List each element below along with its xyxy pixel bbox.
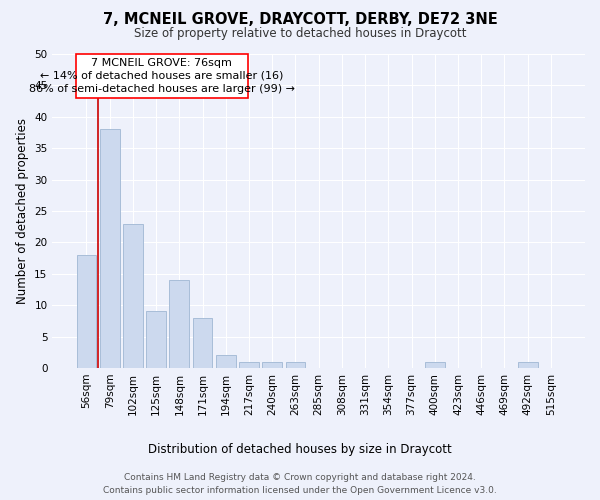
Text: ← 14% of detached houses are smaller (16): ← 14% of detached houses are smaller (16… bbox=[40, 71, 284, 81]
Bar bbox=[169, 280, 189, 368]
Text: Contains public sector information licensed under the Open Government Licence v3: Contains public sector information licen… bbox=[103, 486, 497, 495]
Bar bbox=[193, 318, 212, 368]
Bar bbox=[146, 312, 166, 368]
Bar bbox=[262, 362, 282, 368]
Bar bbox=[216, 356, 236, 368]
Text: Distribution of detached houses by size in Draycott: Distribution of detached houses by size … bbox=[148, 442, 452, 456]
Bar bbox=[286, 362, 305, 368]
Bar bbox=[518, 362, 538, 368]
Y-axis label: Number of detached properties: Number of detached properties bbox=[16, 118, 29, 304]
Bar bbox=[239, 362, 259, 368]
Text: Size of property relative to detached houses in Draycott: Size of property relative to detached ho… bbox=[134, 28, 466, 40]
Bar bbox=[123, 224, 143, 368]
Text: Contains HM Land Registry data © Crown copyright and database right 2024.: Contains HM Land Registry data © Crown c… bbox=[124, 472, 476, 482]
Bar bbox=[77, 255, 97, 368]
Text: 7 MCNEIL GROVE: 76sqm: 7 MCNEIL GROVE: 76sqm bbox=[91, 58, 232, 68]
Bar bbox=[100, 130, 119, 368]
Text: 86% of semi-detached houses are larger (99) →: 86% of semi-detached houses are larger (… bbox=[29, 84, 295, 94]
FancyBboxPatch shape bbox=[76, 54, 248, 98]
Bar bbox=[425, 362, 445, 368]
Text: 7, MCNEIL GROVE, DRAYCOTT, DERBY, DE72 3NE: 7, MCNEIL GROVE, DRAYCOTT, DERBY, DE72 3… bbox=[103, 12, 497, 28]
